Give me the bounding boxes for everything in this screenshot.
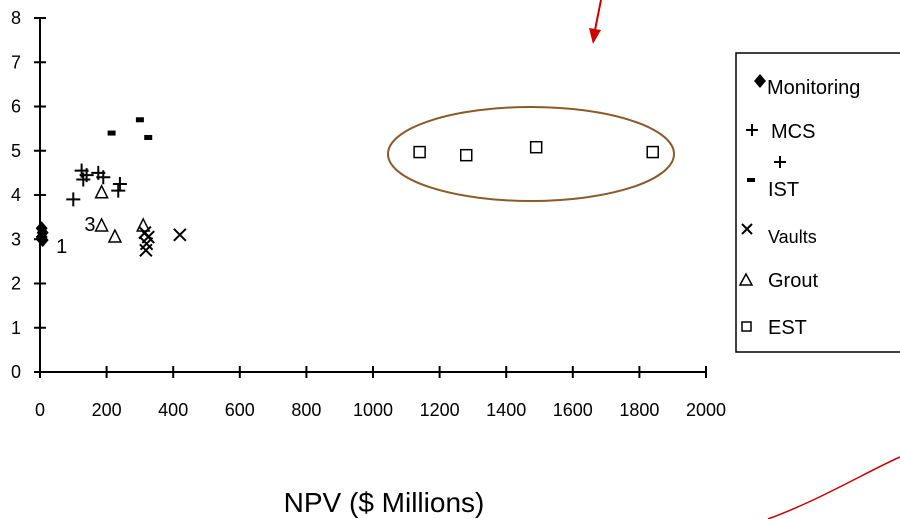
mcs-point: [111, 183, 126, 198]
y-tick-label: 0: [11, 362, 21, 382]
legend-item-est: EST: [741, 317, 807, 339]
grout-point: [136, 217, 151, 232]
legend-item-vaults: Vaults: [741, 223, 817, 247]
x-tick-label: 1800: [619, 400, 659, 420]
red-arrow-icon: [589, 0, 602, 44]
ist-point: [135, 117, 144, 123]
monitoring-point: [36, 233, 49, 248]
y-tick-label: 3: [11, 229, 21, 249]
x-tick-label: 1000: [353, 400, 393, 420]
x-axis-label: NPV ($ Millions): [284, 487, 485, 518]
data-points: [35, 117, 659, 258]
x-tick-label: 800: [291, 400, 321, 420]
square-icon: [741, 321, 752, 332]
x-tick-label: 600: [225, 400, 255, 420]
est-point: [459, 148, 473, 162]
legend-item-monitoring: Monitoring: [754, 74, 860, 99]
ist-point: [107, 130, 116, 136]
point-annotation: 1: [56, 236, 67, 258]
legend-item-ist: IST: [747, 156, 799, 201]
vaults-point: [173, 228, 187, 242]
vaults-point: [141, 230, 155, 244]
x-tick-label: 2000: [686, 400, 726, 420]
triangle-icon: [738, 272, 754, 286]
legend-label-est: EST: [768, 317, 807, 339]
ist-point: [144, 134, 153, 140]
mcs-point: [96, 170, 111, 185]
est-point: [529, 140, 543, 154]
dash-icon: [747, 178, 755, 182]
plus-icon: [774, 156, 786, 168]
highlight-ellipse: [387, 106, 675, 202]
vaults-point: [139, 243, 153, 258]
diamond-icon: [754, 74, 766, 88]
grout-point: [94, 217, 109, 232]
legend-label-vaults: Vaults: [768, 227, 817, 247]
plus-icon: [746, 124, 758, 136]
est-point: [413, 145, 426, 159]
mcs-point: [112, 176, 127, 191]
legend-label-monitoring: Monitoring: [767, 77, 860, 99]
y-tick-label: 4: [11, 185, 21, 205]
mcs-point: [66, 192, 81, 207]
x-tick-label: 400: [158, 400, 188, 420]
legend-item-grout: Grout: [738, 270, 818, 292]
legend-label-mcs: MCS: [771, 121, 815, 143]
grout-point: [94, 184, 109, 199]
x-tick-label: 0: [35, 400, 45, 420]
y-tick-label: 8: [11, 8, 21, 28]
y-tick-label: 5: [11, 141, 21, 161]
red-curve-line: [767, 456, 900, 519]
legend-item-mcs: MCS: [746, 121, 815, 143]
legend-box: [735, 52, 900, 353]
legend-label-ist: IST: [768, 179, 799, 201]
mcs-point: [79, 168, 94, 183]
y-tick-label: 2: [11, 274, 21, 294]
est-point: [646, 145, 659, 159]
point-annotations: 13: [56, 214, 95, 258]
legend-label-grout: Grout: [768, 270, 818, 292]
y-tick-label: 6: [11, 97, 21, 117]
grout-point: [107, 228, 123, 243]
x-tick-label: 1400: [486, 400, 526, 420]
axis-ticks: 0 200 400 600 800 1000 1200 1400 1600 1800 2000 0 1 2…: [11, 8, 726, 420]
point-annotation: 3: [84, 214, 95, 236]
x-tick-label: 1600: [553, 400, 593, 420]
y-tick-label: 1: [11, 318, 21, 338]
x-tick-label: 1200: [420, 400, 460, 420]
x-tick-label: 200: [92, 400, 122, 420]
y-tick-label: 7: [11, 52, 21, 72]
x-icon: [741, 223, 753, 235]
